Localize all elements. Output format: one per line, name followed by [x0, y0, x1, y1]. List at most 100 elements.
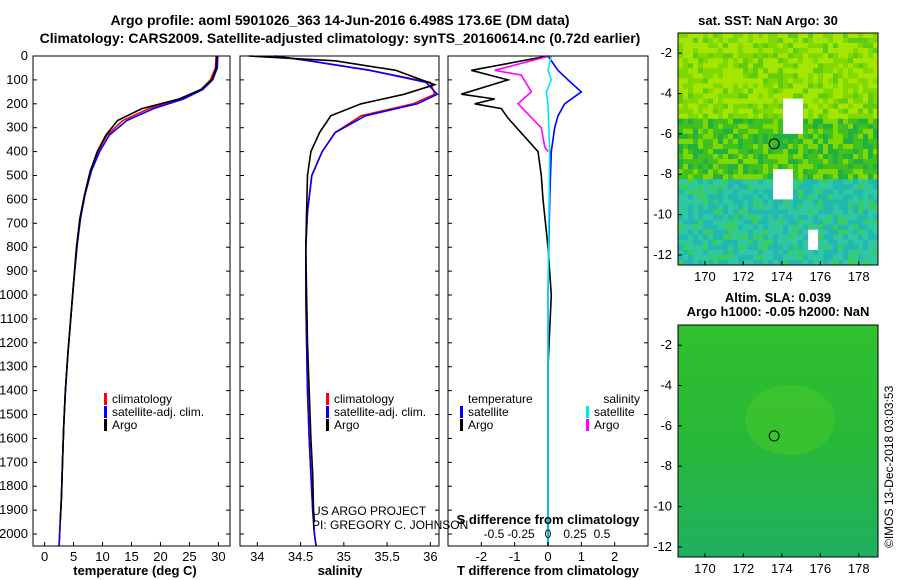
lon-tick-label: 172 [733, 269, 755, 284]
sst-cell [703, 43, 709, 49]
sst-cell [748, 219, 754, 225]
sst-cell [793, 73, 799, 79]
sst-cell [768, 118, 774, 125]
sst-cell [793, 209, 799, 215]
sst-cell [678, 133, 684, 140]
sst-cell [793, 164, 799, 170]
sst-cell [693, 159, 699, 165]
sst-cell [858, 128, 864, 135]
sst-cell [798, 224, 804, 231]
sst-cell [853, 204, 859, 210]
sst-cell [833, 234, 839, 241]
sst-cell [873, 73, 879, 79]
sst-cell [788, 78, 794, 84]
sst-cell [748, 128, 754, 135]
sst-cell [718, 108, 724, 115]
lon-tick-label: 176 [809, 561, 831, 576]
sst-cell [863, 128, 869, 135]
sst-cell [848, 128, 854, 135]
sst-cell [858, 219, 864, 225]
sst-cell [808, 53, 814, 59]
sst-cell [738, 83, 744, 89]
depth-tick-label: 1500 [0, 407, 28, 422]
sst-cell [773, 103, 779, 109]
sst-cell [803, 254, 809, 261]
sst-cell [773, 184, 779, 190]
sst-cell [683, 63, 689, 69]
sst-cell [783, 159, 789, 165]
x-tick-label: 5 [70, 549, 77, 564]
sst-cell [793, 53, 799, 59]
sst-cell [683, 128, 689, 135]
sst-cell [708, 159, 714, 165]
sst-cell [843, 184, 849, 190]
sst-cell [858, 260, 864, 266]
sst-cell [738, 194, 744, 200]
sst-cell [833, 204, 839, 210]
sst-cell [868, 103, 874, 109]
sst-cell [833, 53, 839, 59]
sst-cell [688, 169, 694, 175]
sst-cell [823, 164, 829, 170]
sst-cell [843, 249, 849, 256]
sst-cell [773, 98, 779, 104]
sst-cell [728, 38, 734, 44]
sst-cell [768, 249, 774, 256]
sst-cell [798, 214, 804, 220]
sst-cell [678, 38, 684, 44]
sst-cell [858, 254, 864, 261]
sst-cell [703, 88, 709, 94]
sst-cell [858, 214, 864, 220]
sst-cell [698, 219, 704, 225]
sst-cell [873, 214, 879, 220]
legend-label-satellite: satellite-adj. clim. [112, 405, 204, 419]
sst-cell [693, 73, 699, 79]
sst-cell [728, 58, 734, 64]
sst-cell [738, 53, 744, 59]
sst-cell [793, 194, 799, 200]
sst-cell [863, 33, 869, 39]
sst-cell [838, 174, 844, 180]
sst-cell [763, 224, 769, 231]
sst-cell [873, 169, 879, 175]
sst-cell [678, 224, 684, 231]
sst-cell [868, 184, 874, 190]
sst-cell [708, 43, 714, 49]
sst-cell [768, 254, 774, 261]
sst-cell [758, 38, 764, 44]
sst-cell [783, 58, 789, 64]
sst-cell [773, 254, 779, 261]
sst-cell [713, 38, 719, 44]
sst-cell [803, 103, 809, 109]
sst-cell [758, 123, 764, 130]
sst-cell [873, 133, 879, 140]
sst-cell [828, 249, 834, 256]
sst-cell [763, 48, 769, 54]
sst-cell [763, 229, 769, 236]
sst-cell [703, 254, 709, 261]
sst-cell [808, 229, 814, 236]
sst-cell [818, 149, 824, 155]
sst-cell [858, 169, 864, 175]
sst-cell [873, 138, 879, 145]
x-tick-label: 2 [611, 549, 618, 564]
sst-cell [688, 43, 694, 49]
sst-cell [863, 88, 869, 94]
sst-cell [773, 149, 779, 155]
sst-cell [818, 209, 824, 215]
sst-cell [678, 194, 684, 200]
sst-cell [758, 48, 764, 54]
sst-cell [808, 174, 814, 180]
sst-cell [858, 33, 864, 39]
sst-cell [828, 63, 834, 69]
sst-cell [868, 159, 874, 165]
sst-cell [843, 174, 849, 180]
sst-cell [753, 239, 759, 246]
sst-cell [818, 38, 824, 44]
sst-cell [868, 249, 874, 256]
sst-cell [808, 199, 814, 205]
sst-cell [723, 68, 729, 74]
sst-cell [858, 73, 864, 79]
sst-cell [733, 204, 739, 210]
sst-cell [843, 209, 849, 215]
